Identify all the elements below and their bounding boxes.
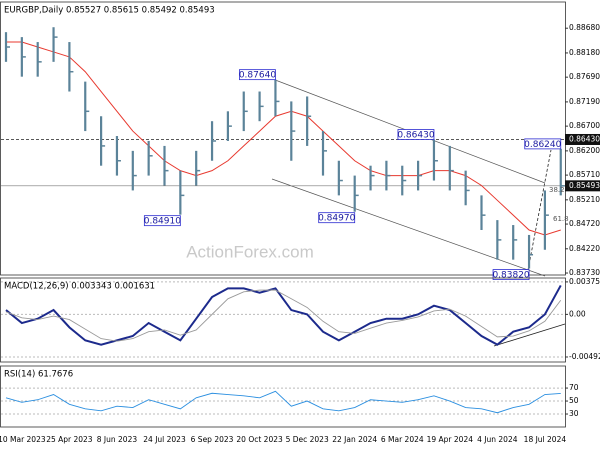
- panel-frame: [0, 365, 566, 428]
- y-tick-label: 70: [569, 383, 579, 392]
- moving-average: [6, 41, 561, 236]
- y-tick-label: 0.85210: [569, 195, 600, 204]
- y-tick-label: 0.88180: [569, 48, 600, 57]
- panel-title: RSI(14) 61.7676: [4, 370, 73, 380]
- fib-label: 38.2: [549, 186, 565, 194]
- annotation-label: 0.86240: [524, 140, 561, 150]
- watermark: ActionForex.com: [186, 242, 314, 261]
- level-tag: [565, 180, 600, 192]
- trendline: [271, 178, 546, 277]
- y-tick-label: 0.88680: [569, 23, 600, 32]
- annotation-label: 0.84910: [144, 217, 181, 227]
- annotation-box: [318, 212, 356, 224]
- x-tick-label: 19 Apr 2024: [427, 435, 474, 444]
- y-tick-label: 0.84720: [569, 219, 600, 228]
- y-tick-label: 0.85710: [569, 170, 600, 179]
- fib-label: 61.8: [553, 215, 569, 223]
- level-label: 0.86430: [569, 134, 600, 143]
- x-tick-label: 6 Sep 2023: [191, 435, 234, 444]
- y-tick-label: 0.83730: [569, 268, 600, 277]
- trendline: [527, 149, 552, 271]
- annotation-label: 0.86430: [397, 130, 434, 140]
- annotation-box: [143, 215, 181, 227]
- y-tick-label: 0.00375: [569, 277, 600, 286]
- x-tick-label: 24 Jul 2023: [143, 435, 186, 444]
- annotation-box: [524, 138, 562, 150]
- x-tick-label: 6 Mar 2024: [381, 435, 424, 444]
- level-tag: [565, 133, 600, 145]
- annotation-box: [492, 269, 530, 280]
- x-tick-label: 22 Jan 2024: [332, 435, 377, 444]
- x-tick-label: 20 Oct 2023: [236, 435, 283, 444]
- panel-frame: [0, 1, 566, 276]
- annotation-label: 0.87640: [239, 71, 276, 81]
- annotation-box: [239, 69, 276, 81]
- y-tick-label: 0.87690: [569, 72, 600, 81]
- y-tick-label: -0.004921: [569, 352, 600, 361]
- panel-title: EURGBP,Daily 0.85527 0.85615 0.85492 0.8…: [4, 6, 215, 16]
- y-tick-label: 0.86700: [569, 121, 600, 130]
- trendline: [493, 323, 566, 347]
- annotation-label: 0.84970: [318, 214, 355, 224]
- x-tick-label: 18 Jul 2024: [524, 435, 567, 444]
- y-tick-label: 0.00: [569, 309, 586, 318]
- panel-title: MACD(12,26,9) 0.003343 0.001631: [4, 282, 155, 292]
- panel-frame: [0, 277, 566, 363]
- x-tick-label: 4 Jun 2024: [477, 435, 518, 444]
- level-label: 0.85493: [569, 181, 600, 190]
- indicator-line: [5, 390, 561, 414]
- indicator-line: [5, 284, 562, 346]
- x-tick-label: 25 Apr 2023: [46, 435, 93, 444]
- y-tick-label: 30: [569, 409, 579, 418]
- y-tick-label: 0.87190: [569, 97, 600, 106]
- indicator-line: [5, 289, 562, 342]
- y-tick-label: 0.86200: [569, 146, 600, 155]
- x-tick-label: 5 Dec 2023: [286, 435, 329, 444]
- y-tick-label: 50: [569, 396, 579, 405]
- y-tick-label: 0.84220: [569, 244, 600, 253]
- annotation-label: 0.83820: [492, 271, 529, 281]
- x-tick-label: 8 Jun 2023: [97, 435, 138, 444]
- x-tick-label: 10 Mar 2023: [0, 435, 46, 444]
- annotation-box: [397, 129, 435, 140]
